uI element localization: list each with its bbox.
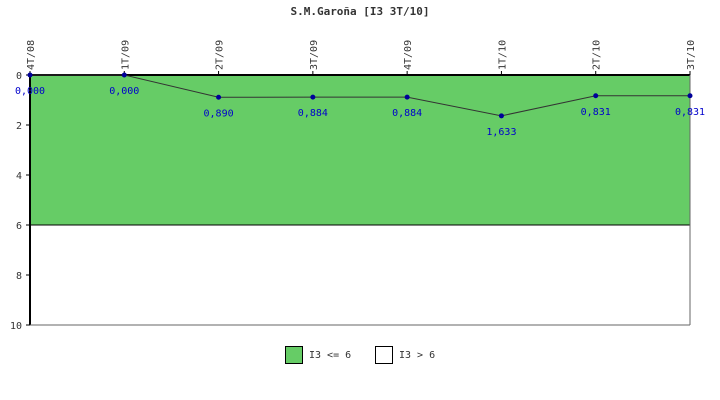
data-label: 0,890 <box>204 108 234 119</box>
y-tick-label: 10 <box>10 321 22 332</box>
data-point <box>121 72 127 78</box>
data-point <box>216 94 222 100</box>
data-label: 0,884 <box>298 108 328 119</box>
band-2 <box>30 225 690 325</box>
y-tick-label: 6 <box>16 221 22 232</box>
data-label: 0,831 <box>675 107 705 118</box>
series-line <box>30 74 690 117</box>
band-1 <box>30 75 690 225</box>
data-label: 0,000 <box>109 86 139 97</box>
legend-item-band-2: I3 > 6 <box>375 346 435 364</box>
y-tick-label: 4 <box>16 171 22 182</box>
y-tick-label: 0 <box>16 71 22 82</box>
legend-label: I3 > 6 <box>399 349 436 361</box>
x-tick-label: 2T/09 <box>215 40 226 70</box>
legend-item-band-1: I3 <= 6 <box>285 346 351 364</box>
data-point <box>593 93 599 99</box>
x-tick-label: 3T/10 <box>686 40 697 70</box>
data-point <box>310 94 316 100</box>
data-label: 1,633 <box>486 127 516 138</box>
data-label: 0,884 <box>392 108 422 119</box>
y-tick-label: 2 <box>16 121 22 132</box>
x-tick-label: 4T/09 <box>403 40 414 70</box>
data-label: 0,831 <box>581 107 611 118</box>
data-point <box>27 72 33 78</box>
x-tick-label: 1T/09 <box>120 40 131 70</box>
legend-swatch-white <box>375 346 393 364</box>
chart-title: S.M.Garoña [I3 3T/10] <box>290 5 429 18</box>
legend-swatch-green <box>285 346 303 364</box>
data-point <box>687 93 693 99</box>
data-label: 0,000 <box>15 86 45 97</box>
x-tick-label: 2T/10 <box>592 40 603 70</box>
x-tick-label: 4T/08 <box>26 40 37 70</box>
x-tick-label: 1T/10 <box>497 40 508 70</box>
x-tick-label: 3T/09 <box>309 40 320 70</box>
data-point <box>404 94 410 100</box>
data-point <box>498 113 504 119</box>
y-tick-label: 8 <box>16 271 22 282</box>
legend-label: I3 <= 6 <box>309 349 352 361</box>
